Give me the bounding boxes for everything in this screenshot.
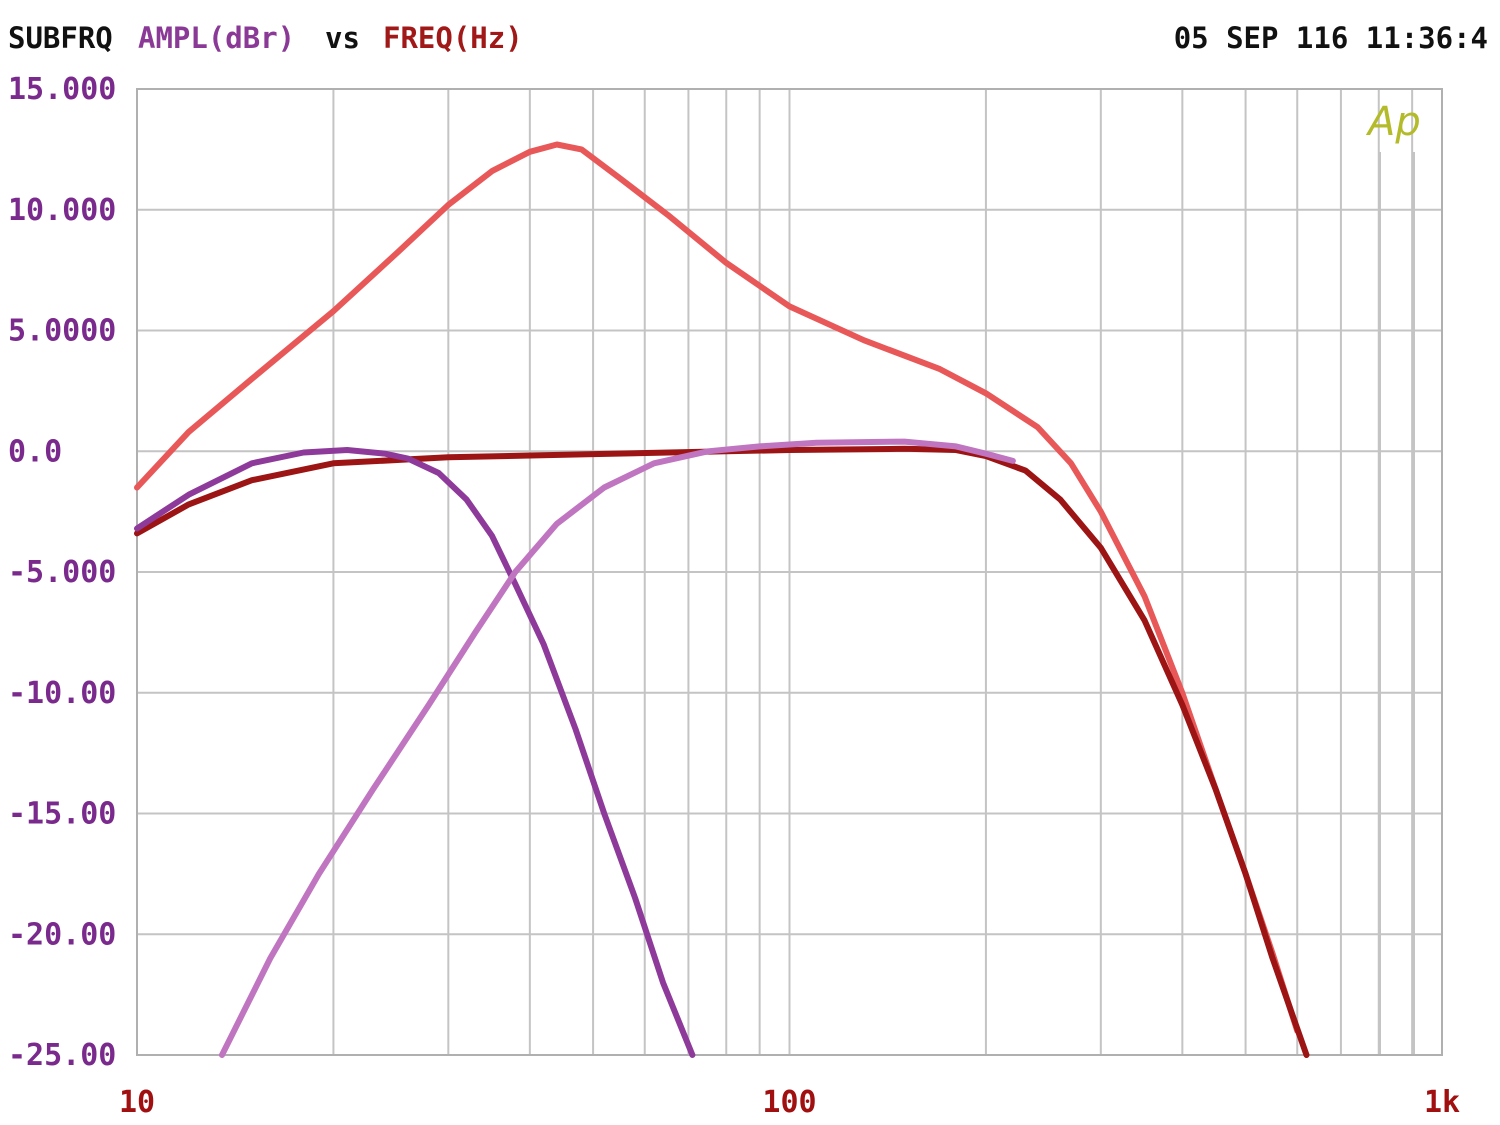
y-tick-label: 10.000 bbox=[8, 193, 116, 228]
y-tick-label: 0.0 bbox=[8, 434, 62, 469]
y-tick-label: -25.00 bbox=[8, 1038, 116, 1073]
header-timestamp: 05 SEP 116 11:36:4 bbox=[1174, 21, 1488, 55]
plot-frame bbox=[136, 88, 1443, 1056]
x-tick-label: 100 bbox=[762, 1085, 816, 1120]
header-title: SUBFRQ bbox=[8, 21, 113, 55]
x-tick-label: 10 bbox=[119, 1085, 155, 1120]
header-xlabel: FREQ(Hz) bbox=[383, 21, 523, 55]
y-tick-label: 5.0000 bbox=[8, 314, 116, 349]
y-tick-label: -10.00 bbox=[8, 676, 116, 711]
header-ylabel: AMPL(dBr) bbox=[138, 21, 295, 55]
x-tick-label: 1k bbox=[1424, 1085, 1460, 1120]
series-line-2 bbox=[134, 447, 696, 1058]
y-tick-label: -20.00 bbox=[8, 917, 116, 952]
grid bbox=[136, 88, 1442, 1056]
x-tick-labels: 10 100 1k bbox=[119, 1085, 1460, 1120]
y-tick-label: 15.000 bbox=[8, 72, 116, 107]
series-line-0 bbox=[134, 141, 1301, 1034]
series-line-3 bbox=[219, 438, 1016, 1058]
series-lines bbox=[134, 141, 1310, 1058]
y-tick-label: -5.000 bbox=[8, 555, 116, 590]
header-vs: vs bbox=[325, 21, 360, 55]
y-tick-labels: 15.000 10.000 5.0000 0.0 -5.000 -10.00 -15.00 -… bbox=[8, 72, 116, 1073]
ap-logo: Ap bbox=[1365, 99, 1421, 145]
y-tick-label: -15.00 bbox=[8, 797, 116, 832]
